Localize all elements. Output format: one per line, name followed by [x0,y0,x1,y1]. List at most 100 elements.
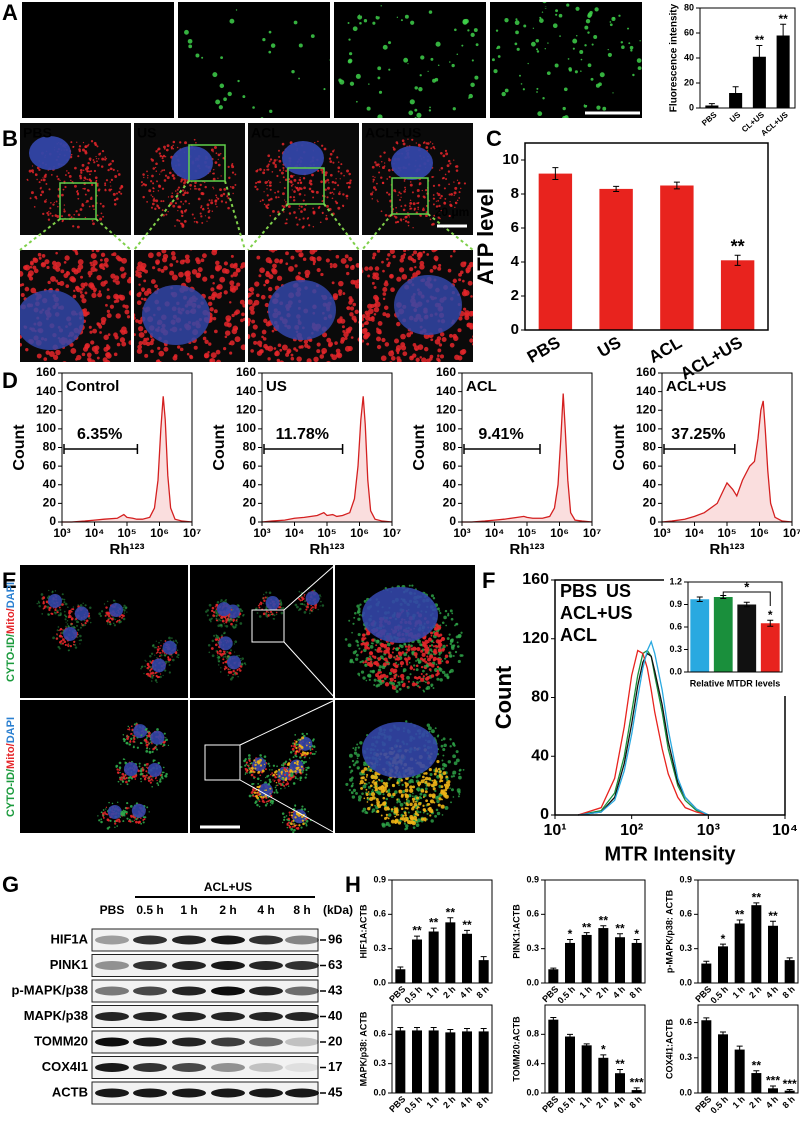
stain-dot [324,174,327,177]
stain-dot [317,342,321,346]
stain-dot [140,668,142,670]
stain-dot [424,648,426,650]
stain-dot [389,672,392,675]
stain-dot [140,823,142,825]
stain-dot [289,196,291,198]
stain-dot [431,635,433,637]
stain-dot [177,654,179,656]
stain-dot [279,606,281,608]
stain-dot [398,647,400,649]
stain-dot [82,286,85,289]
stain-dot [236,9,237,10]
stain-dot [114,624,116,626]
stain-dot [145,728,148,731]
stain-dot [169,172,172,175]
stain-dot [416,647,420,651]
stain-dot [108,802,110,804]
stain-dot [381,355,387,361]
stain-dot [267,763,269,765]
stain-dot [350,179,352,181]
stain-dot [304,340,308,344]
stain-dot [296,751,298,753]
stain-dot [390,363,395,368]
stain-dot [393,656,395,658]
stain-dot [73,641,75,643]
stain-dot [364,660,367,663]
stain-dot [111,189,113,191]
stain-dot [101,213,103,215]
stain-dot [120,193,122,195]
stain-dot [580,70,582,72]
stain-dot [95,176,98,179]
stain-dot [417,189,420,192]
stain-dot [403,253,406,256]
stain-dot [419,356,422,359]
stain-dot [299,608,302,611]
stain-dot [147,778,148,779]
stain-dot [283,169,284,170]
stain-dot [92,260,98,266]
stain-dot [216,350,221,355]
stain-dot [106,807,107,808]
stain-dot [405,15,409,19]
stain-dot [312,753,314,755]
stain-dot [380,674,384,678]
stain-dot [355,283,360,288]
stain-dot [171,637,173,639]
stain-dot [80,627,82,629]
stain-dot [342,193,344,195]
stain-dot [273,618,275,620]
stain-dot [216,152,218,154]
stain-dot [359,269,363,273]
stain-dot [435,645,438,648]
stain-dot [449,61,451,63]
stain-dot [104,811,106,813]
stain-dot [151,279,156,284]
stain-dot [155,167,156,168]
stain-dot [286,815,288,817]
image-label: PBS [23,125,52,141]
stain-dot [266,796,267,797]
stain-dot [401,19,403,21]
stain-dot [154,208,156,210]
stain-dot [405,220,407,222]
stain-dot [52,215,54,217]
stain-dot [338,192,341,195]
stain-dot [217,178,218,179]
stain-dot [613,17,615,19]
stain-dot [377,201,379,203]
stain-dot [151,194,152,195]
stain-dot [12,278,18,284]
stain-dot [300,826,302,828]
stain-dot [160,171,161,172]
stain-dot [220,153,222,155]
stain-dot [126,742,128,744]
stain-dot [219,650,222,653]
stain-dot [299,205,301,207]
stain-dot [432,223,435,226]
stain-dot [263,191,264,192]
stain-dot [241,262,247,268]
panel-letter: H [345,872,361,897]
stain-dot [111,253,114,256]
stain-dot [451,618,454,621]
stain-dot [312,190,315,193]
stain-dot [184,271,190,277]
micrograph [335,565,475,698]
stain-dot [65,622,66,623]
stain-dot [326,215,328,217]
stain-dot [134,778,136,780]
stain-dot [89,275,91,277]
stain-dot [110,618,112,620]
stain-dot [160,673,161,674]
stain-dot [448,183,450,185]
stain-dot [144,816,146,818]
stain-dot [372,655,374,657]
stain-dot [207,365,211,369]
stain-dot [447,673,449,675]
stain-dot [144,270,148,274]
stain-dot [133,746,135,748]
stain-dot [313,226,314,227]
stain-dot [523,88,525,90]
